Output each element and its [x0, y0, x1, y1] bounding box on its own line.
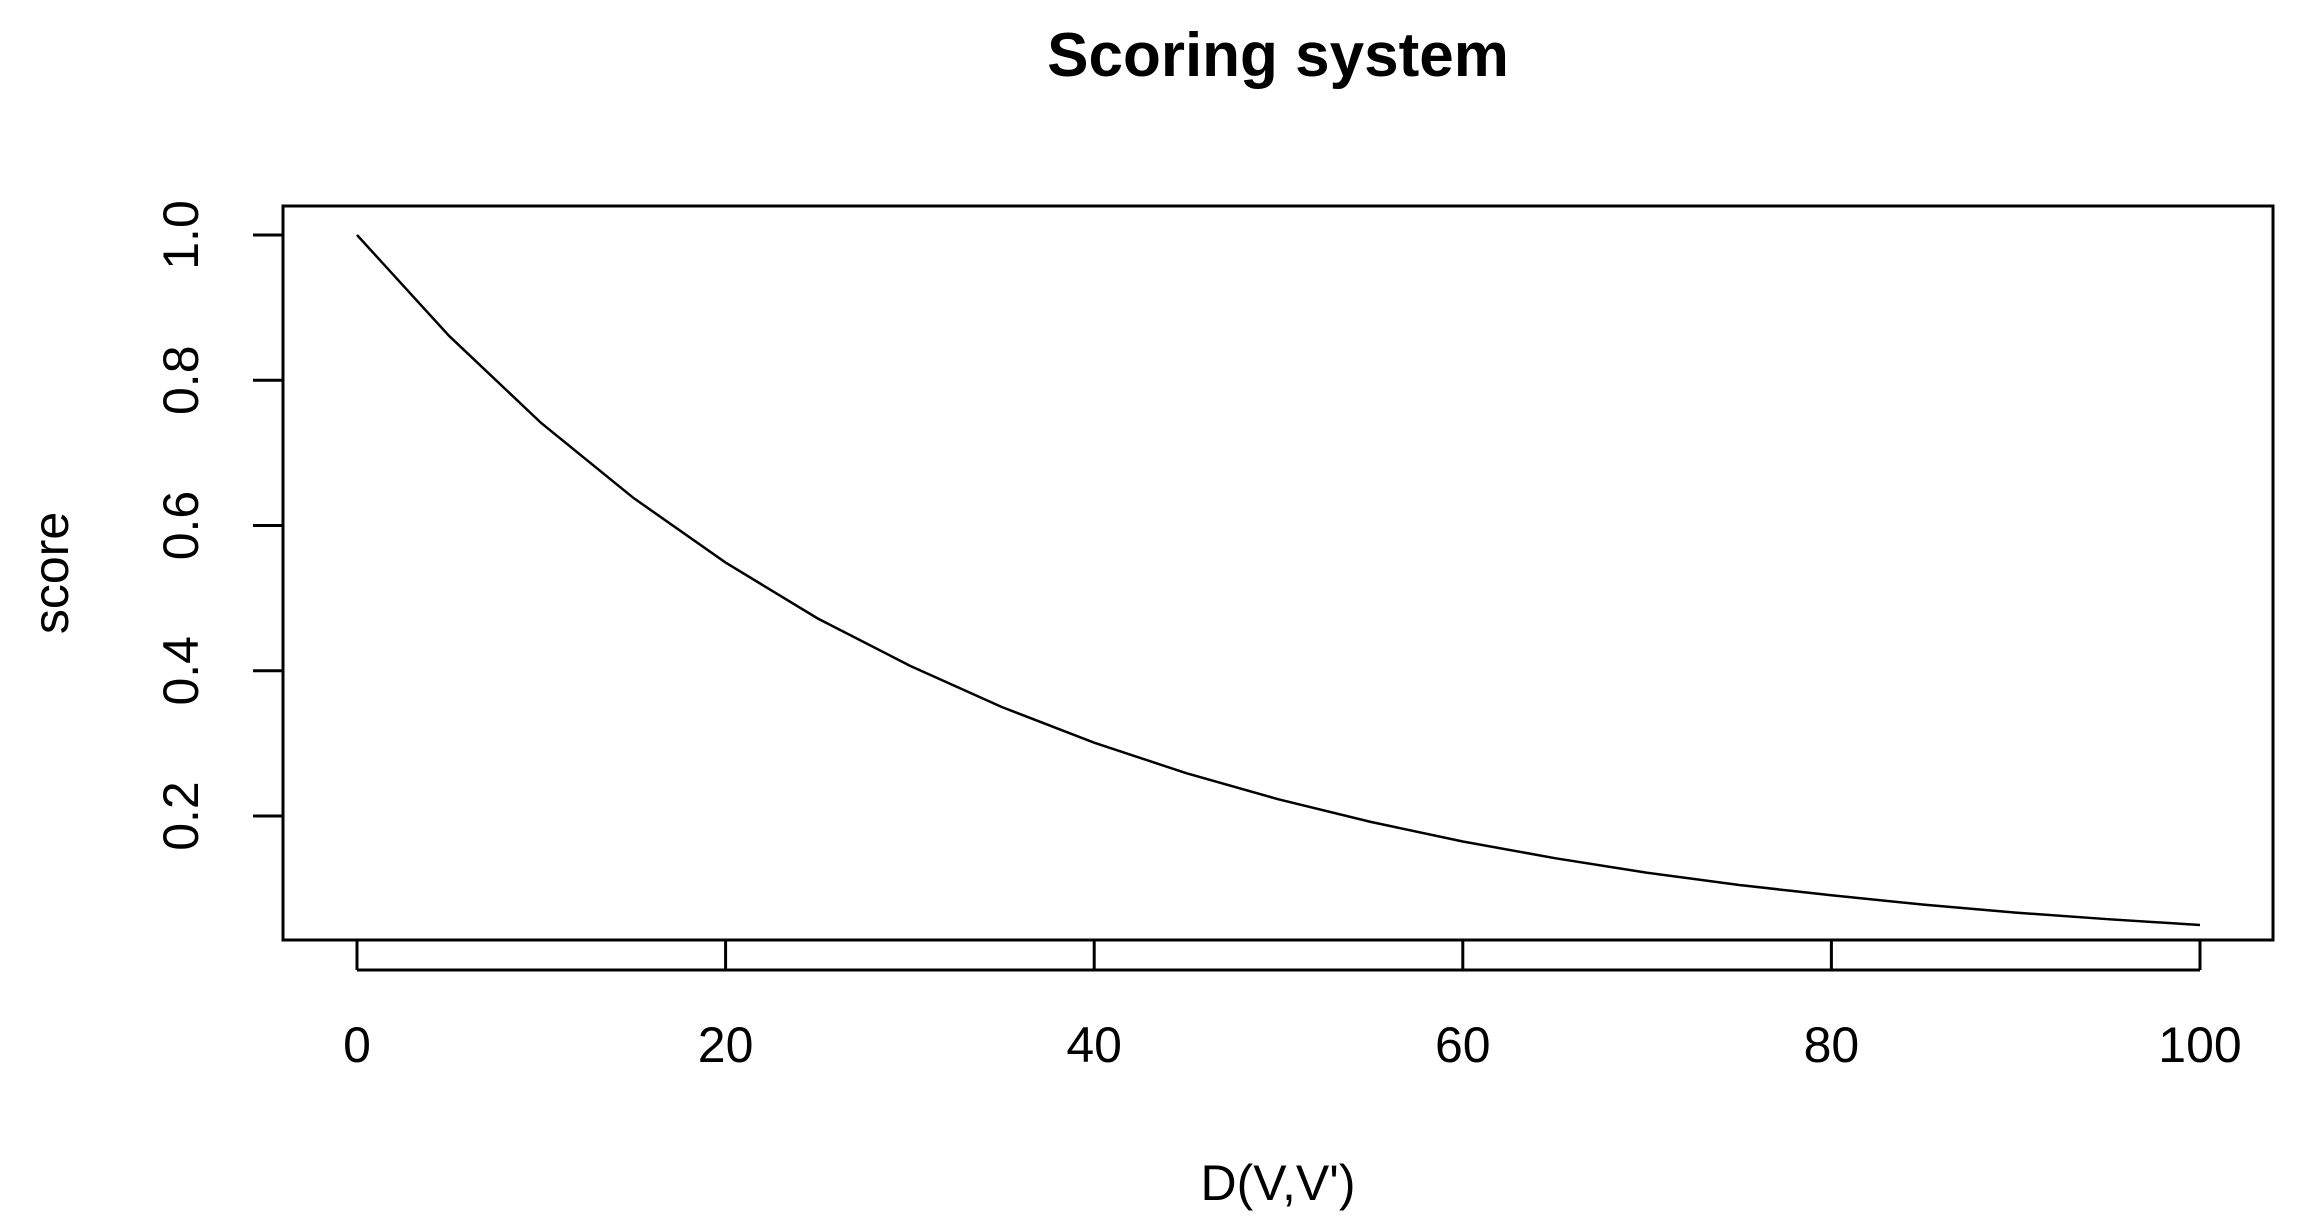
chart-title: Scoring system [1047, 21, 1509, 90]
y-tick-label: 0.4 [153, 636, 209, 706]
y-tick-label: 0.8 [153, 346, 209, 416]
y-tick-label: 0.2 [153, 781, 209, 851]
y-tick-label: 1.0 [153, 200, 209, 270]
series-line [356, 234, 2201, 927]
x-axis: 0 20 40 60 80 100 [343, 940, 2242, 1073]
x-tick-label: 60 [1435, 1017, 1491, 1073]
y-tick-label: 0.6 [153, 491, 209, 561]
y-axis: 0.2 0.4 0.6 0.8 1.0 [153, 200, 285, 851]
x-tick-label: 0 [343, 1017, 371, 1073]
x-tick-label: 100 [2158, 1017, 2241, 1073]
y-axis-label: score [23, 512, 79, 634]
plot-frame [281, 204, 2275, 942]
x-axis-label: D(V,V') [1201, 1155, 1356, 1211]
x-tick-label: 40 [1066, 1017, 1122, 1073]
x-tick-label: 80 [1804, 1017, 1860, 1073]
x-tick-label: 20 [698, 1017, 754, 1073]
